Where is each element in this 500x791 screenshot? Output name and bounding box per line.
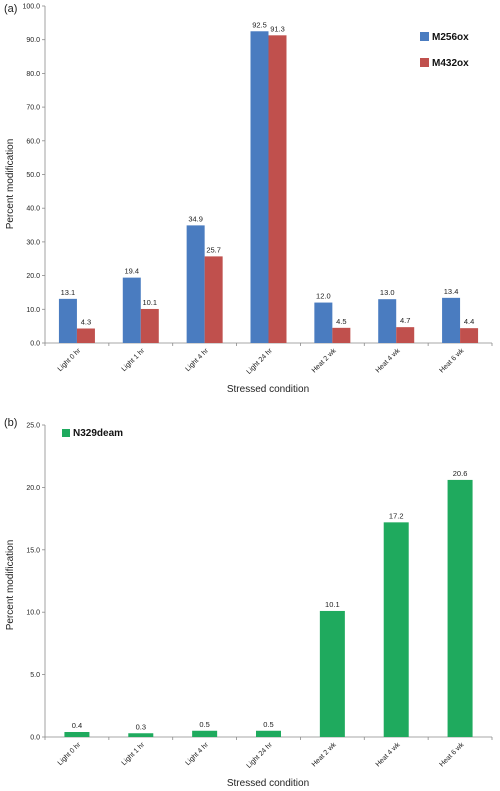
panel-label-b: (b) xyxy=(4,417,17,429)
y-tick-label: 60.0 xyxy=(26,138,40,145)
x-category-label: Light 1 hr xyxy=(121,741,147,767)
x-category-label: Heat 6 wk xyxy=(439,741,466,768)
bar-n329deam xyxy=(383,522,409,737)
y-tick-label: 10.0 xyxy=(26,307,40,314)
data-label: 4.4 xyxy=(464,317,474,326)
y-axis-title-b: Percent modification xyxy=(5,540,16,631)
bar-m256ox xyxy=(314,302,333,343)
y-tick-label: 0.0 xyxy=(30,735,40,742)
panel-label-a: (a) xyxy=(4,3,17,15)
x-category-label: Heat 2 wk xyxy=(311,347,338,374)
bar-m432ox xyxy=(396,327,415,343)
bar-n329deam xyxy=(256,730,281,737)
data-label: 0.3 xyxy=(136,722,146,731)
x-category-label: Light 4 hr xyxy=(184,741,210,767)
bar-m256ox xyxy=(442,297,461,343)
y-tick-label: 40.0 xyxy=(26,206,40,213)
y-tick-label: 10.0 xyxy=(26,610,40,617)
y-tick-label: 50.0 xyxy=(26,172,40,179)
bar-m432ox xyxy=(204,256,223,343)
x-category-label: Light 24 hr xyxy=(246,741,275,770)
x-category-label: Light 4 hr xyxy=(184,347,210,373)
x-category-label: Light 24 hr xyxy=(246,347,275,376)
bar-m432ox xyxy=(76,328,95,343)
bar-n329deam xyxy=(447,479,473,737)
data-label: 25.7 xyxy=(206,245,221,254)
x-category-label: Heat 2 wk xyxy=(311,741,338,768)
y-tick-label: 90.0 xyxy=(26,37,40,44)
bar-m432ox xyxy=(268,35,287,343)
marks-a: 13.1 19.4 34.9 92.5 12.0 13.0 13.4 4.3 10.1 25.7 9… xyxy=(58,20,479,344)
x-category-label: Light 0 hr xyxy=(57,347,83,373)
legend-swatch xyxy=(420,58,429,67)
bar-m256ox xyxy=(58,298,77,343)
bar-m432ox xyxy=(140,308,159,343)
bar-m432ox xyxy=(460,328,479,343)
x-category-label: Light 0 hr xyxy=(57,741,83,767)
marks-b: 0.4 0.3 0.5 0.5 10.1 17.2 20.6 xyxy=(64,469,473,737)
data-label: 0.5 xyxy=(199,720,209,729)
x-category-label: Heat 6 wk xyxy=(439,347,466,374)
data-label: 4.5 xyxy=(336,317,346,326)
data-label: 13.4 xyxy=(444,287,459,296)
bar-n329deam xyxy=(319,610,345,737)
y-tick-label: 100.0 xyxy=(22,4,40,11)
bar-m432ox xyxy=(332,327,351,343)
chart-panel-b: (b) Percent modification Stressed condit… xyxy=(4,417,493,789)
x-category-label: Heat 4 wk xyxy=(375,741,402,768)
y-tick-label: 80.0 xyxy=(26,71,40,78)
data-label: 4.7 xyxy=(400,316,410,325)
legend-label: M432ox xyxy=(432,58,469,69)
y-tick-label: 70.0 xyxy=(26,105,40,112)
data-label: 13.1 xyxy=(61,288,76,297)
data-label: 17.2 xyxy=(389,511,404,520)
bar-m256ox xyxy=(122,277,141,343)
data-label: 13.0 xyxy=(380,288,395,297)
y-tick-label: 25.0 xyxy=(26,423,40,430)
legend-label: N329deam xyxy=(73,428,123,439)
data-label: 19.4 xyxy=(124,267,139,276)
x-category-label: Light 1 hr xyxy=(121,347,147,373)
legend-swatch xyxy=(62,429,70,437)
legend-b: N329deam xyxy=(62,428,123,439)
y-axis-title-a: Percent modification xyxy=(5,139,16,230)
axes-b: 0.0 5.0 10.0 15.0 20.0 25.0 Light 0 hr Light 1 … xyxy=(26,423,493,770)
legend-swatch xyxy=(420,32,429,41)
data-label: 0.5 xyxy=(263,720,273,729)
y-tick-label: 0.0 xyxy=(30,341,40,348)
chart-panel-a: (a) Percent modification Stressed condit… xyxy=(4,3,493,395)
bar-m256ox xyxy=(186,225,205,343)
data-label: 4.3 xyxy=(81,318,91,327)
x-axis-title-b: Stressed condition xyxy=(227,778,309,789)
bar-m256ox xyxy=(378,299,397,343)
data-label: 91.3 xyxy=(270,24,285,33)
y-tick-label: 5.0 xyxy=(30,672,40,679)
data-label: 10.1 xyxy=(142,298,157,307)
data-label: 12.0 xyxy=(316,292,331,301)
data-label: 10.1 xyxy=(325,600,340,609)
data-label: 20.6 xyxy=(453,469,468,478)
x-axis-title-a: Stressed condition xyxy=(227,384,309,395)
data-label: 34.9 xyxy=(188,214,203,223)
y-tick-label: 30.0 xyxy=(26,239,40,246)
x-category-label: Heat 4 wk xyxy=(375,347,402,374)
y-tick-label: 15.0 xyxy=(26,547,40,554)
data-label: 92.5 xyxy=(252,20,267,29)
bar-n329deam xyxy=(192,730,218,737)
y-tick-label: 20.0 xyxy=(26,273,40,280)
bar-n329deam xyxy=(128,733,154,737)
data-label: 0.4 xyxy=(72,721,82,730)
legend-a: M256ox M432ox xyxy=(420,32,469,69)
legend-label: M256ox xyxy=(432,32,469,43)
bar-m256ox xyxy=(250,31,269,344)
bar-n329deam xyxy=(64,732,90,737)
y-tick-label: 20.0 xyxy=(26,485,40,492)
